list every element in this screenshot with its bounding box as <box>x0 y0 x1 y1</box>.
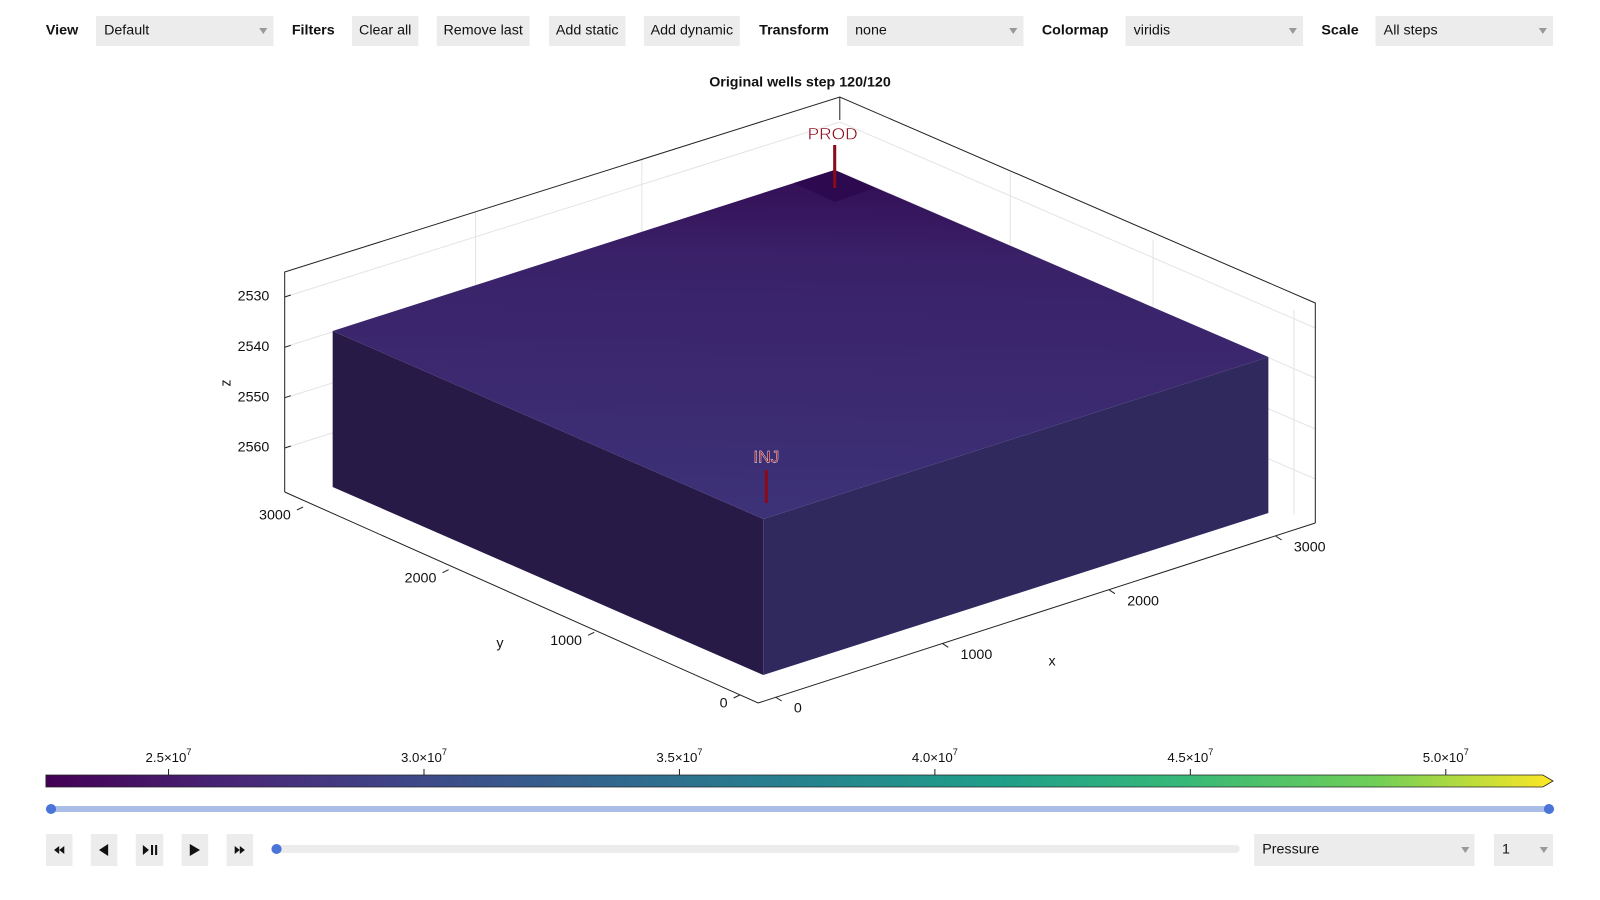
filter-button-text[interactable]: Add static <box>556 22 619 38</box>
transform-dropdown[interactable] <box>846 16 1024 46</box>
dropdown-arrow <box>259 28 268 34</box>
tick-exponent: 7 <box>1208 747 1213 757</box>
y-tick <box>587 631 595 636</box>
colormap-label: Colormap <box>1042 22 1109 38</box>
tick-mantissa: 3.5×10 <box>656 751 697 766</box>
z-tick-label: 2540 <box>238 338 270 354</box>
variable-dropdown[interactable] <box>1254 834 1475 866</box>
dropdown-arrow <box>1009 28 1018 34</box>
step-range-slider[interactable] <box>45 804 1555 814</box>
tick-exponent: 7 <box>953 747 958 757</box>
scale-value[interactable]: All steps <box>1384 22 1438 38</box>
filter-button-text[interactable]: Add dynamic <box>651 22 733 38</box>
y-axis-label: y <box>496 635 504 651</box>
tick-exponent: 7 <box>442 747 447 757</box>
z-tick-label: 2560 <box>238 439 270 455</box>
colorbar-gradient <box>45 774 1554 788</box>
dropdown-arrow <box>1461 847 1470 853</box>
scale-dropdown[interactable] <box>1375 16 1554 46</box>
dropdown-arrow <box>1538 28 1547 34</box>
z-tick <box>284 445 291 449</box>
tick-exponent: 7 <box>697 747 702 757</box>
z-tick <box>284 395 291 399</box>
z-tick <box>284 294 291 298</box>
y-tick-label: 1000 <box>550 632 582 648</box>
well-label: INJ <box>753 447 779 467</box>
tick-mantissa: 2.5×10 <box>146 751 187 766</box>
dropdown-arrow <box>1288 28 1297 34</box>
colorbar-tick-label: 4.0×107 <box>912 747 958 765</box>
y-tick <box>296 506 304 511</box>
view-value[interactable]: Default <box>104 22 149 38</box>
icon <box>234 846 245 854</box>
step-slider-handle[interactable] <box>271 844 282 854</box>
reservoir-right-face <box>763 357 1269 675</box>
toolbar: View Default Filters Clear all Remove la… <box>46 16 1554 46</box>
filter-button[interactable] <box>548 16 626 46</box>
x-tick-label: 3000 <box>1294 539 1326 555</box>
y-tick-label: 3000 <box>259 507 291 523</box>
z-tick-label: 2530 <box>238 288 270 304</box>
filters-label: Filters <box>292 22 335 38</box>
view-label: View <box>46 22 79 38</box>
variable-value[interactable]: Pressure <box>1262 841 1319 857</box>
x-tick-label: 2000 <box>1127 592 1159 608</box>
transform-value[interactable]: none <box>855 22 887 38</box>
colormap-value[interactable]: viridis <box>1134 22 1170 38</box>
x-tick <box>1275 535 1282 541</box>
reservoir-top-face <box>332 170 1269 519</box>
icon <box>142 845 158 855</box>
tick-mantissa: 3.0×10 <box>401 751 442 766</box>
well-label: PROD <box>808 124 858 144</box>
filter-button[interactable] <box>352 16 419 46</box>
y-tick-label: 2000 <box>405 569 437 585</box>
colorbar-tick-label: 3.5×107 <box>656 747 702 765</box>
y-tick <box>733 694 741 699</box>
z-tick-label: 2550 <box>238 388 270 404</box>
tick-exponent: 7 <box>1464 747 1469 757</box>
index-value[interactable]: 1 <box>1502 841 1510 857</box>
axis-frame <box>284 491 1316 704</box>
dropdown-arrow <box>1539 847 1548 853</box>
tick-mantissa: 4.5×10 <box>1167 751 1208 766</box>
plot-title: Original wells step 120/120 <box>709 74 891 90</box>
reservoir-left-face <box>332 331 764 675</box>
transform-label: Transform <box>759 22 829 38</box>
filter-button[interactable] <box>436 16 530 46</box>
view-dropdown[interactable] <box>95 16 274 46</box>
tick-mantissa: 4.0×10 <box>912 751 953 766</box>
filter-button-text[interactable]: Clear all <box>359 22 411 38</box>
colorbar: 2.5×107 3.0×107 3.5×107 4.0×107 4.5×107 5.0×1… <box>45 747 1554 788</box>
colorbar-tick-label: 3.0×107 <box>401 747 447 765</box>
colorbar-tick-label: 5.0×107 <box>1423 747 1469 765</box>
icon <box>54 846 65 854</box>
icon <box>98 844 109 856</box>
slider-handle[interactable] <box>1543 804 1555 814</box>
x-tick <box>775 696 782 702</box>
x-tick-label: 1000 <box>961 646 993 662</box>
tick-exponent: 7 <box>186 747 191 757</box>
plot-3d: Original wells step 120/120 PROD INJ x y… <box>217 74 1326 716</box>
filter-button[interactable] <box>643 16 740 46</box>
play-pause-button[interactable] <box>135 834 164 866</box>
colorbar-tick-label: 4.5×107 <box>1167 747 1213 765</box>
x-tick <box>941 642 949 648</box>
playback-controls: Pressure 1 <box>45 834 1554 866</box>
x-tick <box>1108 589 1116 595</box>
x-tick-label: 0 <box>794 700 802 716</box>
tick-mantissa: 5.0×10 <box>1423 751 1464 766</box>
y-tick-label: 0 <box>720 695 728 711</box>
y-tick <box>442 569 449 574</box>
slider-handle[interactable] <box>45 804 57 814</box>
x-axis-label: x <box>1048 653 1055 669</box>
icon <box>189 844 200 856</box>
z-axis-label: z <box>217 380 233 387</box>
colorbar-tick-label: 2.5×107 <box>146 747 192 765</box>
filter-button-text[interactable]: Remove last <box>444 22 523 38</box>
colormap-dropdown[interactable] <box>1125 16 1304 46</box>
z-tick <box>284 344 291 348</box>
scale-label: Scale <box>1321 22 1358 38</box>
